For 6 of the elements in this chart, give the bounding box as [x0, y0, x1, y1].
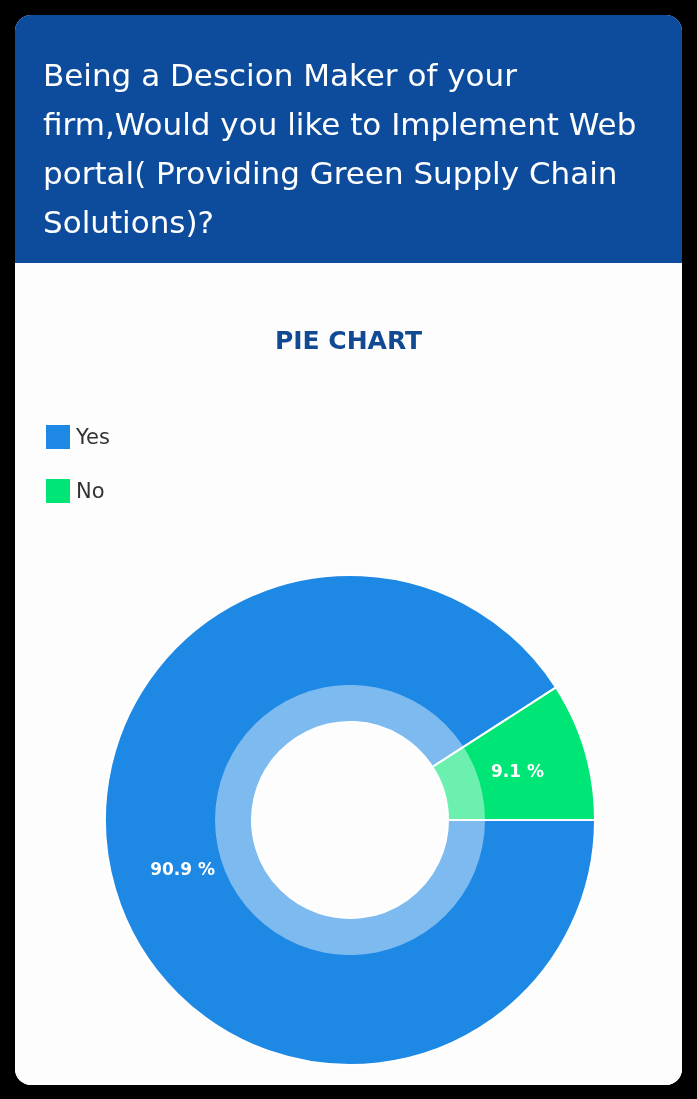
legend-label: Yes [75, 425, 110, 449]
legend-label: No [76, 479, 105, 503]
data-label: 9.1 % [490, 760, 544, 781]
chart-title: Being a Descion Maker of your firm,Would you like to Implement Web portal( Providing Green Supply Chain Solutions)? [15, 15, 682, 263]
chart-subtitle: PIE CHART [274, 326, 423, 355]
data-label: 90.9 % [150, 859, 216, 880]
